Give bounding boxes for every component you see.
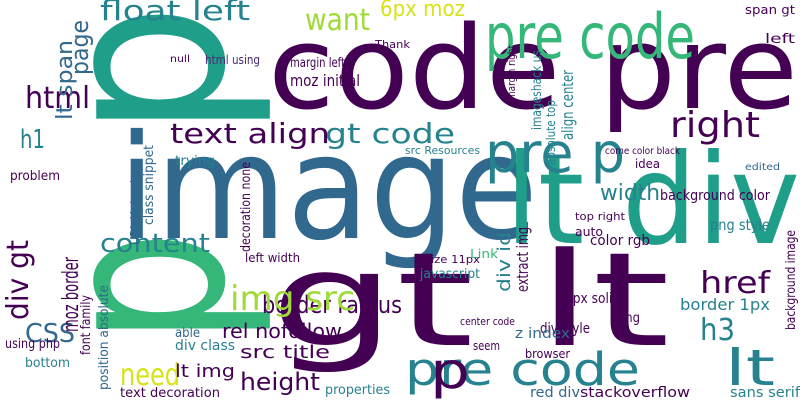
word: lt img [175,361,235,382]
word: browser [525,347,570,361]
word: auto [575,225,603,239]
word: imageshack us [530,50,545,130]
word: width [600,181,660,206]
word: null [170,54,190,65]
word: html using [205,53,260,67]
word: font family [79,295,94,355]
word: pre p [485,121,625,185]
word: png style [710,216,770,234]
word: text decoration [120,386,220,400]
word: float left [100,0,250,27]
word: lt span [53,40,78,120]
word: moz border [59,256,84,332]
word: image [118,104,538,273]
word: h3 [700,313,735,348]
word: Thank [374,38,411,51]
word: background color [660,188,770,204]
word: absolute top [544,100,558,165]
word: div style [540,321,590,337]
word: sans serif [730,385,800,400]
word: stackoverflow [580,385,690,400]
word: long [615,311,640,326]
word: pre code [485,0,695,73]
word: margin right [505,44,518,100]
word: edited [745,162,780,173]
word: come color black [605,146,680,157]
word: lt div [505,128,800,273]
word: URL Upload [129,180,144,245]
word: p [10,3,277,138]
word: img src [230,279,355,319]
word: html [25,81,90,116]
word: idea [635,157,660,171]
word: pre code [405,343,640,396]
word: 1px solid [565,291,620,307]
word: red div [530,385,580,400]
word: height [240,368,320,396]
word: 6px moz [380,0,465,22]
word: right [670,105,760,146]
word: properties [325,383,390,398]
word: src Resources [405,144,480,157]
word: trying [175,154,215,169]
word: position absolute [97,285,112,390]
word: center code [460,315,515,328]
word: need [120,358,180,393]
word: bottom [25,356,70,371]
word: top right [575,210,626,223]
word: p [10,230,277,345]
word: border radius [262,291,402,319]
word: CSS [25,319,75,349]
word: able [175,326,200,341]
word: p [430,342,470,400]
word: href [700,266,772,301]
word: want [305,3,370,38]
word: left width [245,251,300,265]
word: javascript [419,267,480,282]
word: z index [515,326,570,342]
word: left [765,32,795,47]
word: class snippet [142,145,157,225]
word: margin left [290,56,345,71]
word: div class [175,338,235,354]
word: rel nofollow [222,319,342,343]
word: align center [558,70,577,140]
word: h1 [20,125,45,155]
word: using php [5,337,60,352]
word: content [100,229,210,259]
word: border 1px [680,295,770,314]
word: extract img [513,227,532,292]
word: span gt [745,3,795,17]
word: color rgb [590,233,650,249]
word: decoration none [239,162,254,252]
word: gt lt [270,224,670,376]
word: page [66,20,94,75]
word: text align [170,117,330,150]
word: moz initial [290,71,360,90]
word: src title [240,342,330,363]
word: seem [473,339,500,353]
word: background image [784,230,799,330]
word: div id [494,232,515,292]
word: div gt [1,240,36,320]
word: Link [470,247,498,261]
word: lt [725,339,775,397]
word: size 11px [425,253,481,266]
word: code pre [268,2,798,136]
word: gt code [325,117,455,150]
word: problem [10,169,60,184]
